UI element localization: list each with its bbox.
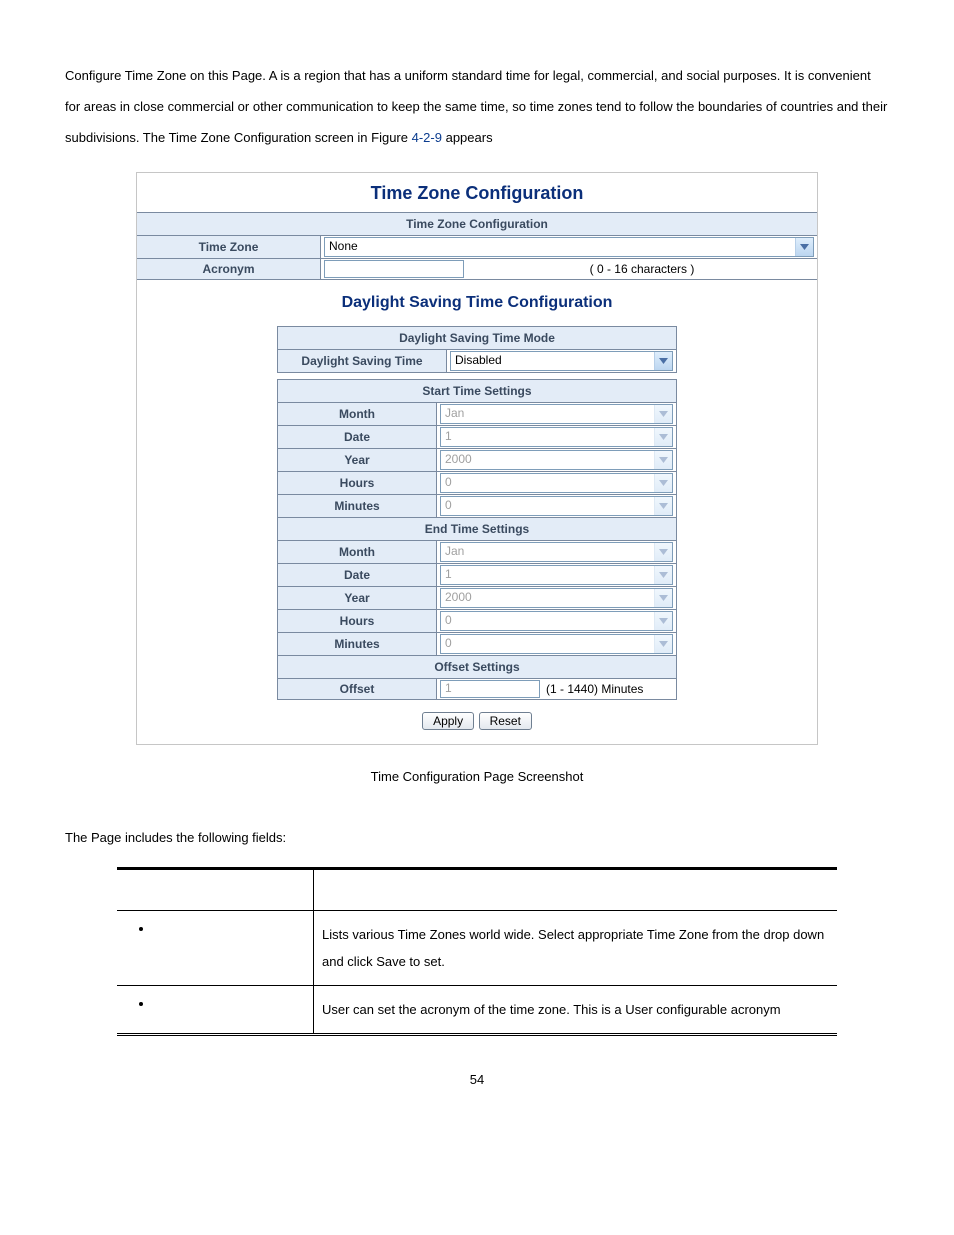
end-hours-select[interactable]: 0 [440,611,673,631]
end-month-label: Month [278,540,437,563]
start-minutes-select[interactable]: 0 [440,496,673,516]
end-date-value: 1 [441,566,654,584]
start-date-label: Date [278,425,437,448]
intro-text-c: appears [446,130,493,145]
figure-screenshot: Time Zone Configuration Time Zone Config… [136,172,818,745]
end-date-select[interactable]: 1 [440,565,673,585]
start-year-select[interactable]: 2000 [440,450,673,470]
end-minutes-select[interactable]: 0 [440,634,673,654]
end-year-label: Year [278,586,437,609]
chevron-down-icon [654,497,672,515]
desc-row2-text: User can set the acronym of the time zon… [314,986,838,1035]
start-hours-value: 0 [441,474,654,492]
start-year-label: Year [278,448,437,471]
dst-title: Daylight Saving Time Configuration [137,280,817,320]
table-row: User can set the acronym of the time zon… [117,986,837,1035]
desc-header-col1 [117,868,314,910]
apply-button[interactable]: Apply [422,712,474,730]
chevron-down-icon [654,589,672,607]
reset-button[interactable]: Reset [479,712,532,730]
dst-mode-table: Daylight Saving Time Mode Daylight Savin… [277,326,677,373]
timezone-select[interactable]: None [324,237,814,257]
offset-hint: (1 - 1440) Minutes [546,682,643,696]
dst-mode-select[interactable]: Disabled [450,351,673,371]
start-time-table: Start Time Settings Month Jan Date 1 Yea… [277,379,677,700]
end-date-label: Date [278,563,437,586]
bullet-icon [139,1002,143,1006]
chevron-down-icon [654,635,672,653]
start-month-value: Jan [441,405,654,423]
start-date-value: 1 [441,428,654,446]
dst-mode-header: Daylight Saving Time Mode [278,326,677,349]
desc-header-col2 [314,868,838,910]
intro-paragraph: Configure Time Zone on this Page. A is a… [65,60,889,154]
figure-title: Time Zone Configuration [137,179,817,212]
offset-header: Offset Settings [278,655,677,678]
end-minutes-label: Minutes [278,632,437,655]
page-number: 54 [65,1072,889,1087]
start-time-header: Start Time Settings [278,379,677,402]
end-year-value: 2000 [441,589,654,607]
acronym-hint: ( 0 - 16 characters ) [470,262,814,276]
dst-mode-label: Daylight Saving Time [278,349,447,372]
chevron-down-icon [654,352,672,370]
fields-intro-text: The Page includes the following fields: [65,830,889,845]
chevron-down-icon [795,238,813,256]
start-minutes-value: 0 [441,497,654,515]
end-month-select[interactable]: Jan [440,542,673,562]
offset-input[interactable]: 1 [440,680,540,698]
end-year-select[interactable]: 2000 [440,588,673,608]
chevron-down-icon [654,474,672,492]
intro-text-a: Configure Time Zone on this Page. A [65,68,280,83]
end-hours-value: 0 [441,612,654,630]
chevron-down-icon [654,428,672,446]
desc-row1-label [117,910,314,986]
start-hours-select[interactable]: 0 [440,473,673,493]
table-row: Lists various Time Zones world wide. Sel… [117,910,837,986]
dst-mode-value: Disabled [451,352,654,370]
end-minutes-value: 0 [441,635,654,653]
start-month-select[interactable]: Jan [440,404,673,424]
chevron-down-icon [654,405,672,423]
acronym-label: Acronym [137,258,321,279]
start-date-select[interactable]: 1 [440,427,673,447]
chevron-down-icon [654,451,672,469]
end-time-header: End Time Settings [278,517,677,540]
timezone-config-table: Time Zone Configuration Time Zone None A… [137,212,817,280]
desc-row1-text: Lists various Time Zones world wide. Sel… [314,910,838,986]
figure-reference-link[interactable]: 4-2-9 [412,130,442,145]
end-month-value: Jan [441,543,654,561]
chevron-down-icon [654,612,672,630]
acronym-input[interactable] [324,260,464,278]
start-hours-label: Hours [278,471,437,494]
tz-section-header: Time Zone Configuration [137,212,817,235]
chevron-down-icon [654,566,672,584]
figure-caption: Time Configuration Page Screenshot [65,769,889,784]
fields-description-table: Lists various Time Zones world wide. Sel… [117,867,837,1037]
start-month-label: Month [278,402,437,425]
chevron-down-icon [654,543,672,561]
timezone-select-value: None [325,238,795,256]
start-minutes-label: Minutes [278,494,437,517]
start-year-value: 2000 [441,451,654,469]
offset-label: Offset [278,678,437,699]
end-hours-label: Hours [278,609,437,632]
desc-row2-label [117,986,314,1035]
bullet-icon [139,927,143,931]
tz-label: Time Zone [137,235,321,258]
